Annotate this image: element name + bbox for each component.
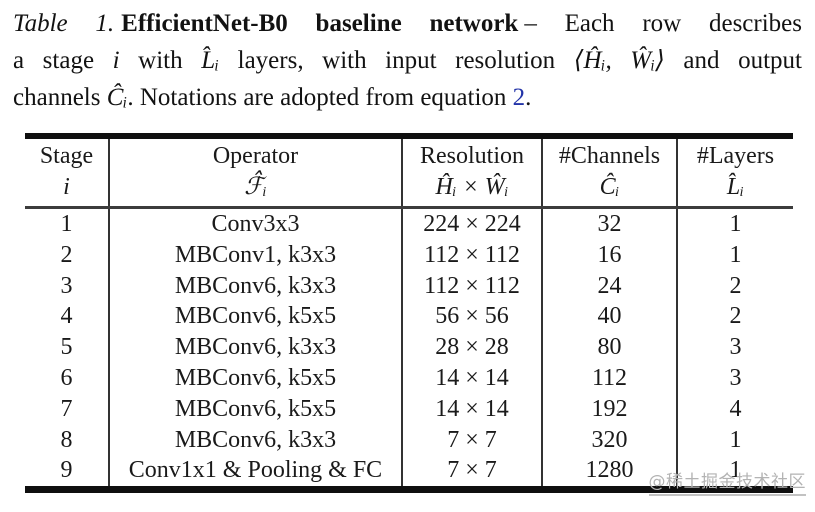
cell-resolution: 7 × 7 bbox=[403, 424, 543, 456]
math-i: i bbox=[112, 47, 120, 74]
table-header-separator-rule bbox=[25, 206, 793, 209]
caption-text: with bbox=[119, 47, 202, 74]
header-symbol: L̂ᵢ bbox=[726, 174, 745, 200]
header-label: Resolution bbox=[419, 143, 524, 169]
table-caption: Table 1. EfficientNet-B0 baseline network… bbox=[13, 5, 802, 116]
cell-resolution: 7 × 7 bbox=[403, 455, 543, 487]
math-H-W-tuple: ⟨Ĥᵢ, Ŵᵢ⟩ bbox=[573, 47, 665, 74]
cell-operator: MBConv1, k3x3 bbox=[110, 239, 403, 271]
cell-resolution: 14 × 14 bbox=[403, 362, 543, 394]
cell-resolution: 112 × 112 bbox=[403, 239, 543, 271]
cell-channels: 40 bbox=[543, 301, 678, 333]
cell-operator: Conv1x1 & Pooling & FC bbox=[110, 455, 403, 487]
cell-layers: 2 bbox=[729, 303, 742, 330]
cell-channels: 192 bbox=[543, 393, 678, 425]
juejin-watermark: @稀土掘金技术社区 bbox=[648, 471, 806, 496]
cell-operator: Conv3x3 bbox=[110, 209, 403, 240]
caption-text: . Notations are adopted from equation bbox=[127, 84, 513, 111]
cell-operator: MBConv6, k5x5 bbox=[110, 301, 403, 333]
column-header-operator: Operator ℱ̂ᵢ bbox=[110, 139, 403, 206]
caption-text: and output bbox=[664, 47, 802, 74]
header-label: Stage bbox=[39, 143, 94, 169]
caption-title: EfficientNet-B0 baseline network bbox=[121, 10, 519, 37]
cell-operator: MBConv6, k3x3 bbox=[110, 332, 403, 363]
cell-resolution: 14 × 14 bbox=[403, 393, 543, 425]
math-L-hat: L̂ᵢ bbox=[201, 47, 220, 74]
cell-stage: 2 bbox=[25, 239, 110, 271]
header-symbol: ℱ̂ᵢ bbox=[244, 174, 267, 200]
cell-resolution: 224 × 224 bbox=[403, 209, 543, 240]
header-symbol: Ĉᵢ bbox=[599, 174, 620, 200]
equation-2-link[interactable]: 2 bbox=[512, 84, 526, 111]
column-header-resolution: Resolution Ĥᵢ × Ŵᵢ bbox=[403, 139, 543, 206]
caption-line-2: a stage i with L̂ᵢ layers, with input re… bbox=[13, 42, 802, 79]
cell-layers: 3 bbox=[729, 334, 742, 361]
column-header-stage: Stage i bbox=[25, 139, 110, 206]
cell-operator: MBConv6, k3x3 bbox=[110, 424, 403, 456]
cell-stage: 9 bbox=[25, 455, 110, 487]
header-symbol: Ĥᵢ × Ŵᵢ bbox=[435, 174, 509, 200]
cell-stage: 8 bbox=[25, 424, 110, 456]
caption-text: . bbox=[525, 84, 532, 111]
caption-line-1: Table 1. EfficientNet-B0 baseline network… bbox=[13, 5, 802, 42]
cell-resolution: 112 × 112 bbox=[403, 270, 543, 302]
cell-layers: 1 bbox=[729, 211, 742, 237]
header-label: Operator bbox=[212, 143, 299, 169]
cell-operator: MBConv6, k5x5 bbox=[110, 362, 403, 394]
cell-stage: 5 bbox=[25, 332, 110, 363]
cell-channels: 80 bbox=[543, 332, 678, 363]
cell-layers: 1 bbox=[729, 241, 742, 268]
cell-layers: 1 bbox=[729, 457, 742, 484]
cell-channels: 1280 bbox=[543, 455, 678, 487]
cell-layers: 4 bbox=[729, 395, 742, 422]
cell-stage: 6 bbox=[25, 362, 110, 394]
caption-after-title: – Each row describes bbox=[524, 10, 802, 37]
cell-layers: 3 bbox=[729, 364, 742, 391]
header-label: #Channels bbox=[558, 143, 661, 169]
cell-channels: 24 bbox=[543, 270, 678, 302]
table-top-rule bbox=[25, 133, 793, 139]
cell-stage: 4 bbox=[25, 301, 110, 333]
cell-stage: 1 bbox=[25, 209, 110, 240]
cell-operator: MBConv6, k3x3 bbox=[110, 270, 403, 302]
cell-channels: 32 bbox=[543, 209, 678, 240]
table-bottom-rule bbox=[25, 486, 793, 494]
caption-text: layers, with input resolution bbox=[219, 47, 574, 74]
cell-layers: 2 bbox=[729, 272, 742, 299]
column-header-layers: #Layers L̂ᵢ bbox=[678, 139, 793, 206]
cell-channels: 16 bbox=[543, 239, 678, 271]
math-C-hat: Ĉᵢ bbox=[106, 84, 128, 111]
cell-channels: 320 bbox=[543, 424, 678, 456]
cell-stage: 3 bbox=[25, 270, 110, 302]
cell-channels: 112 bbox=[543, 362, 678, 394]
header-symbol: i bbox=[63, 174, 70, 200]
caption-table-label: Table 1. bbox=[13, 10, 115, 37]
cell-resolution: 28 × 28 bbox=[403, 332, 543, 363]
caption-text: a stage bbox=[13, 47, 113, 74]
caption-text: channels bbox=[13, 84, 107, 111]
table-header-row: Stage i Operator ℱ̂ᵢ Resolution Ĥᵢ × Ŵᵢ … bbox=[25, 139, 793, 206]
efficientnet-b0-table: Stage i Operator ℱ̂ᵢ Resolution Ĥᵢ × Ŵᵢ … bbox=[25, 133, 793, 494]
cell-resolution: 56 × 56 bbox=[403, 301, 543, 333]
table-body: 1 Conv3x3 224 × 224 32 1 2 MBConv1, k3x3… bbox=[25, 209, 793, 487]
cell-operator: MBConv6, k5x5 bbox=[110, 393, 403, 425]
cell-layers: 1 bbox=[729, 426, 742, 453]
column-header-channels: #Channels Ĉᵢ bbox=[543, 139, 678, 206]
caption-line-3: channels Ĉᵢ. Notations are adopted from … bbox=[13, 79, 802, 116]
header-label: #Layers bbox=[696, 143, 775, 169]
cell-stage: 7 bbox=[25, 393, 110, 425]
